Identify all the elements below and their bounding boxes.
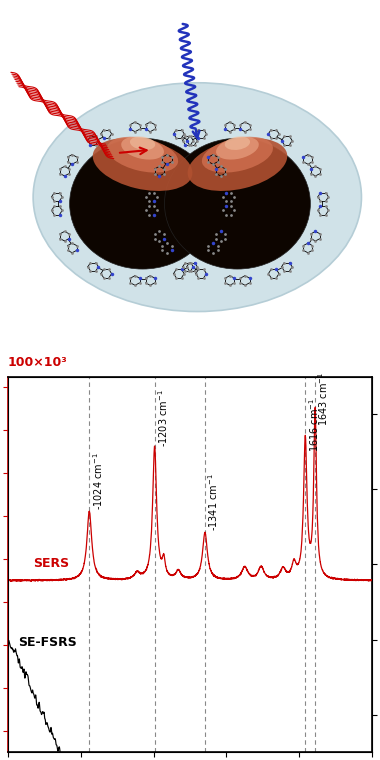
Text: 100×10³: 100×10³ bbox=[8, 356, 67, 369]
Ellipse shape bbox=[130, 137, 155, 150]
Text: 1616 cm$^{-1}$: 1616 cm$^{-1}$ bbox=[307, 397, 321, 451]
Text: SE-FSRS: SE-FSRS bbox=[19, 636, 77, 649]
Circle shape bbox=[165, 138, 310, 269]
Ellipse shape bbox=[107, 137, 178, 173]
Ellipse shape bbox=[93, 138, 192, 191]
Circle shape bbox=[70, 138, 215, 269]
Ellipse shape bbox=[121, 137, 164, 160]
Ellipse shape bbox=[225, 137, 250, 150]
Ellipse shape bbox=[202, 137, 273, 173]
Ellipse shape bbox=[216, 137, 259, 160]
Text: -1024 cm$^{-1}$: -1024 cm$^{-1}$ bbox=[91, 452, 104, 510]
Ellipse shape bbox=[33, 83, 361, 312]
Text: SERS: SERS bbox=[33, 557, 69, 570]
Text: -1341 cm$^{-1}$: -1341 cm$^{-1}$ bbox=[206, 473, 220, 531]
Ellipse shape bbox=[188, 138, 287, 191]
Text: 1643 cm$^{-1}$: 1643 cm$^{-1}$ bbox=[317, 372, 330, 426]
Text: -1203 cm$^{-1}$: -1203 cm$^{-1}$ bbox=[156, 390, 170, 448]
